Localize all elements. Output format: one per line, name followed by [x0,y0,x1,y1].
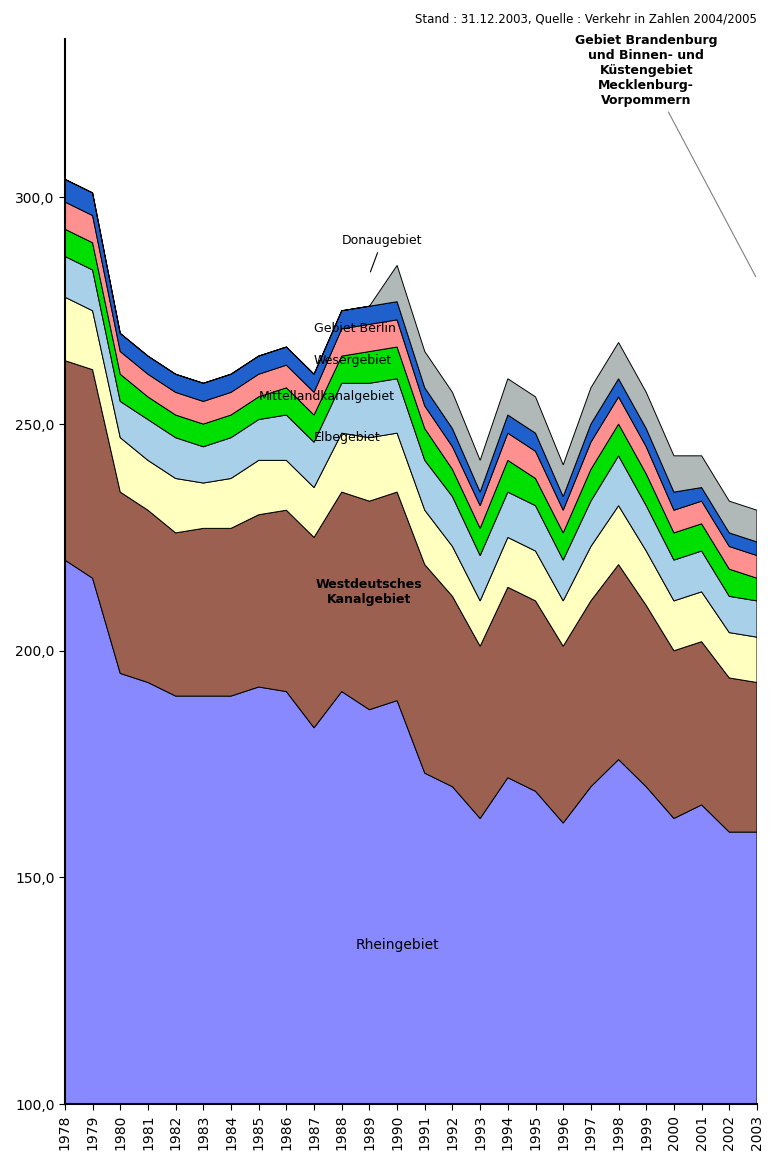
Polygon shape [65,230,757,601]
Polygon shape [65,560,757,1104]
Text: Stand : 31.12.2003, Quelle : Verkehr in Zahlen 2004/2005: Stand : 31.12.2003, Quelle : Verkehr in … [415,13,757,26]
Text: Gebiet Berlin: Gebiet Berlin [314,323,396,336]
Text: Wesergebiet: Wesergebiet [314,354,393,367]
Polygon shape [65,256,757,637]
Text: Mittellandkanalgebiet: Mittellandkanalgebiet [259,390,395,403]
Polygon shape [65,179,757,542]
Text: Westdeutsches
Kanalgebiet: Westdeutsches Kanalgebiet [316,578,423,606]
Polygon shape [65,361,757,832]
Polygon shape [65,202,757,578]
Polygon shape [65,297,757,683]
Text: Gebiet Brandenburg
und Binnen- und
Küstengebiet
Mecklenburg-
Vorpommern: Gebiet Brandenburg und Binnen- und Küste… [575,34,756,276]
Text: Elbegebiet: Elbegebiet [314,431,381,444]
Polygon shape [65,179,757,556]
Text: Donaugebiet: Donaugebiet [342,234,422,271]
Text: Rheingebiet: Rheingebiet [355,939,439,953]
